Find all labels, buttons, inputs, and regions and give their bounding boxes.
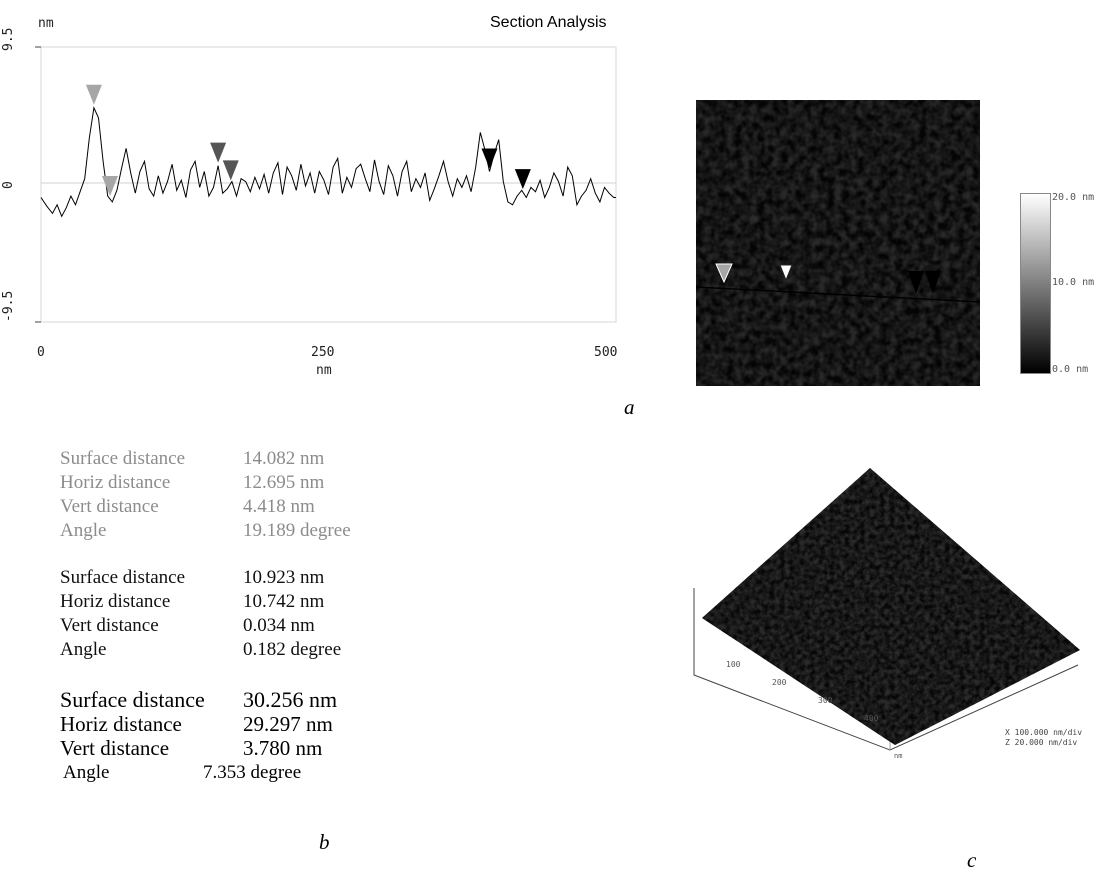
m3-angle-row: Angle 7.353 degree [63,762,301,784]
scale-label-mid: 10.0 nm [1052,277,1095,288]
panel-label-c: c [967,848,977,872]
m3-label-angle: Angle [63,762,110,783]
m3-label-surface: Surface distance [60,687,205,712]
x-unit-label: nm [316,363,332,378]
marker-white-icon [779,264,793,282]
m1-label-angle: Angle [60,520,107,541]
m1-label-surface: Surface distance [60,448,186,469]
y-tick-label-bottom: -9.5 [1,291,16,322]
axis-tick-400: 400 [864,714,879,723]
height-scale-bar [1020,193,1051,374]
profile-marker-3-icon [210,142,227,163]
panel-label-a: a [624,395,635,419]
afm-top-view-image [696,100,980,386]
axis-tick-300: 300 [818,696,833,705]
profile-marker-5-icon [481,148,498,169]
axis-tick-100: 100 [726,660,741,669]
marker-black-icon-1 [908,271,924,294]
m2-value-angle: 0.182 degree [243,639,342,660]
marker-black-icon-2 [925,271,941,294]
section-profile-chart: nm Section Analysis 9.5 0 -9.5 0 250 500… [1,14,617,378]
measurement-group-1: Surface distance 14.082 nm Horiz distance… [60,447,351,543]
chart-title: Section Analysis [490,14,607,31]
measurement-group-3: Surface distance 30.256 nm Horiz distance… [60,687,338,761]
x-tick-label-500: 500 [594,345,617,360]
plot-frame [40,46,617,323]
measurement-group-2: Surface distance 10.923 nm Horiz distance… [60,566,341,662]
panel-label-b: b [319,830,330,854]
m3-label-horiz: Horiz distance [60,712,182,736]
y-tick-label-top: 9.5 [1,28,16,51]
x-tick-label-250: 250 [311,345,334,360]
m2-label-vert: Vert distance [60,615,159,636]
scale-label-min: 0.0 nm [1052,364,1089,375]
m3-value-surface: 30.256 nm [243,687,338,712]
box-frame [693,588,1079,751]
m1-value-vert: 4.418 nm [243,496,315,517]
profile-marker-2-icon [102,175,118,196]
m3-value-horiz: 29.297 nm [243,712,333,736]
x-tick-label-0: 0 [37,345,45,360]
m1-label-vert: Vert distance [60,496,159,517]
m3-value-vert: 3.780 nm [243,736,323,760]
m1-label-horiz: Horiz distance [60,472,171,493]
m1-value-horiz: 12.695 nm [243,472,325,493]
axis-tick-200: 200 [772,678,787,687]
profile-line [40,106,616,218]
m2-label-angle: Angle [60,639,107,660]
profile-marker-4-icon [222,160,239,181]
section-line [696,286,980,303]
m2-value-vert: 0.034 nm [243,615,315,636]
axis-unit: nm [894,752,902,760]
m2-value-surface: 10.923 nm [243,567,325,588]
marker-light-icon [715,263,733,284]
profile-marker-1-icon [85,84,102,105]
y-unit-label: nm [38,16,54,31]
m3-value-angle: 7.353 degree [203,762,302,783]
surface-texture [702,468,1080,745]
legend-x: X 100.000 nm/div [1005,728,1082,737]
m1-value-surface: 14.082 nm [243,448,325,469]
afm-3d-surface-image: 100 200 300 400 nm X 100.000 nm/div Z 20… [693,468,1082,760]
m2-label-surface: Surface distance [60,567,186,588]
scale-label-max: 20.0 nm [1052,192,1095,203]
y-tick-label-mid: 0 [1,181,16,189]
m2-label-horiz: Horiz distance [60,591,171,612]
m3-label-vert: Vert distance [60,736,170,760]
m1-value-angle: 19.189 degree [243,520,351,541]
legend-z: Z 20.000 nm/div [1005,738,1077,747]
m2-value-horiz: 10.742 nm [243,591,325,612]
profile-marker-6-icon [514,169,531,190]
profile-series-layer [40,84,616,218]
